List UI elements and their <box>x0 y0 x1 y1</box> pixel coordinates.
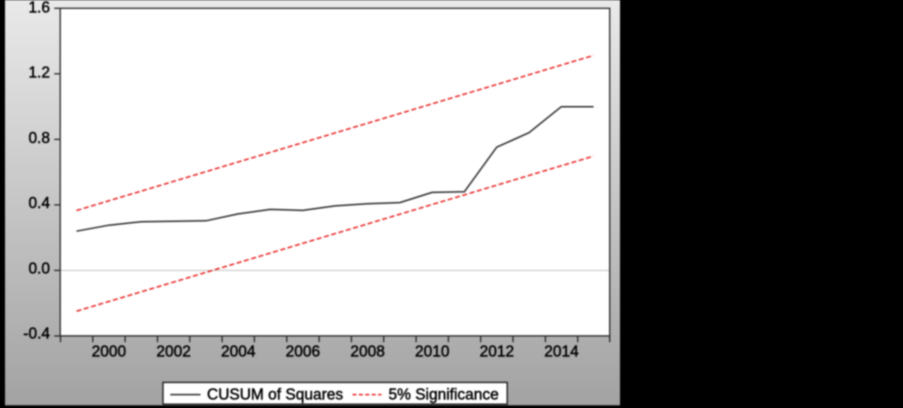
svg-text:2014: 2014 <box>544 344 579 361</box>
svg-text:CUSUM of Squares: CUSUM of Squares <box>207 386 343 403</box>
svg-text:1.6: 1.6 <box>28 0 50 16</box>
svg-text:2004: 2004 <box>221 344 256 361</box>
svg-text:0.4: 0.4 <box>28 195 50 212</box>
svg-text:0.0: 0.0 <box>28 260 50 277</box>
svg-text:1.2: 1.2 <box>28 65 50 82</box>
svg-text:2006: 2006 <box>286 344 320 361</box>
svg-text:2002: 2002 <box>156 344 190 361</box>
svg-text:5% Significance: 5% Significance <box>389 386 499 403</box>
svg-text:2008: 2008 <box>350 344 384 361</box>
svg-text:2000: 2000 <box>92 344 127 361</box>
svg-text:0.8: 0.8 <box>28 130 50 147</box>
svg-text:2010: 2010 <box>415 344 450 361</box>
svg-text:-0.4: -0.4 <box>23 326 50 343</box>
svg-text:2012: 2012 <box>480 344 514 361</box>
